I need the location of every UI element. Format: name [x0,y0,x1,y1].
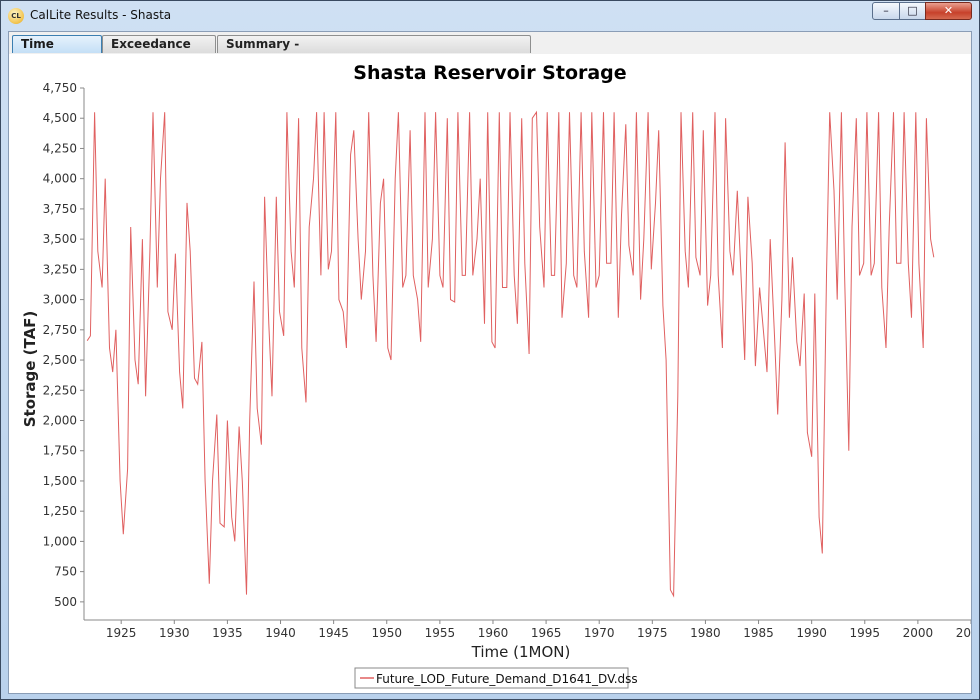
tab-summary[interactable]: Summary - Future_LOD_Future_Demand_D1641… [217,35,531,67]
y-axis-label: Storage (TAF) [21,311,39,428]
y-tick-label: 1,000 [43,534,77,548]
x-tick-label: 1935 [212,626,243,640]
y-tick-label: 750 [54,565,77,579]
y-tick-label: 500 [54,595,77,609]
y-tick-label: 2,250 [43,383,77,397]
y-tick-label: 4,750 [43,81,77,95]
x-tick-label: 1985 [743,626,774,640]
x-tick-label: 1960 [478,626,509,640]
maximize-button[interactable]: □ [899,2,926,20]
legend-label: Future_LOD_Future_Demand_D1641_DV.dss [376,672,638,686]
x-tick-label: 1990 [796,626,827,640]
chart-panel: Shasta Reservoir Storage 500 750 1,000 1,25… [9,54,980,693]
y-tick-label: 3,000 [43,293,77,307]
x-tick-label: 1995 [849,626,880,640]
legend: Future_LOD_Future_Demand_D1641_DV.dss [354,667,638,689]
x-tick-label: 1975 [637,626,668,640]
series-line [86,110,935,598]
x-tick-label: 1970 [584,626,615,640]
y-tick-label: 1,500 [43,474,77,488]
y-tick-label: 4,000 [43,172,77,186]
legend-box [354,667,629,689]
x-tick-label: 1980 [690,626,721,640]
x-tick-label: 1940 [265,626,296,640]
tab-time-series[interactable]: Time Series [12,35,102,67]
x-tick-label: 1930 [159,626,190,640]
results-panel: Time Series Exceedance (all) Summary - F… [8,31,980,694]
y-tick-label: 1,750 [43,444,77,458]
x-tick-label: 1965 [531,626,562,640]
y-tick-label: 2,750 [43,323,77,337]
x-tick-label: 2000 [903,626,934,640]
close-button[interactable]: ✕ [925,2,972,20]
storage-chart: Shasta Reservoir Storage 500 750 1,000 1,25… [21,62,980,689]
chart-title: Shasta Reservoir Storage [353,62,626,84]
callite-app-icon: CL [8,8,24,24]
minimize-button[interactable]: – [872,2,900,20]
y-axis: 500 750 1,000 1,250 1,500 1,750 2,000 2,250 2,50… [43,81,84,609]
tab-exceedance[interactable]: Exceedance (all) [102,35,216,67]
close-icon: ✕ [943,4,954,17]
title-bar[interactable]: CL CalLite Results - Shasta – □ ✕ [1,1,979,31]
y-tick-label: 3,250 [43,262,77,276]
window-title: CalLite Results - Shasta [30,8,172,22]
tab-strip: Time Series Exceedance (all) Summary - F… [9,32,971,67]
y-tick-label: 3,500 [43,232,77,246]
x-tick-label: 1925 [106,626,137,640]
y-tick-label: 4,250 [43,141,77,155]
x-tick-label: 2005 [956,626,971,640]
minimize-icon: – [883,4,889,17]
y-tick-label: 3,750 [43,202,77,216]
y-tick-label: 2,500 [43,353,77,367]
x-tick-label: 1945 [318,626,349,640]
x-tick-label: 1955 [425,626,456,640]
x-axis-label: Time (1MON) [471,643,571,661]
y-tick-label: 4,500 [43,111,77,125]
x-tick-label: 1950 [371,626,402,640]
x-axis: 1925 1930 1935 1940 1945 1950 1955 1960 1965 1970… [106,620,980,640]
y-tick-label: 2,000 [43,414,77,428]
maximize-icon: □ [907,4,918,17]
y-tick-label: 1,250 [43,504,77,518]
